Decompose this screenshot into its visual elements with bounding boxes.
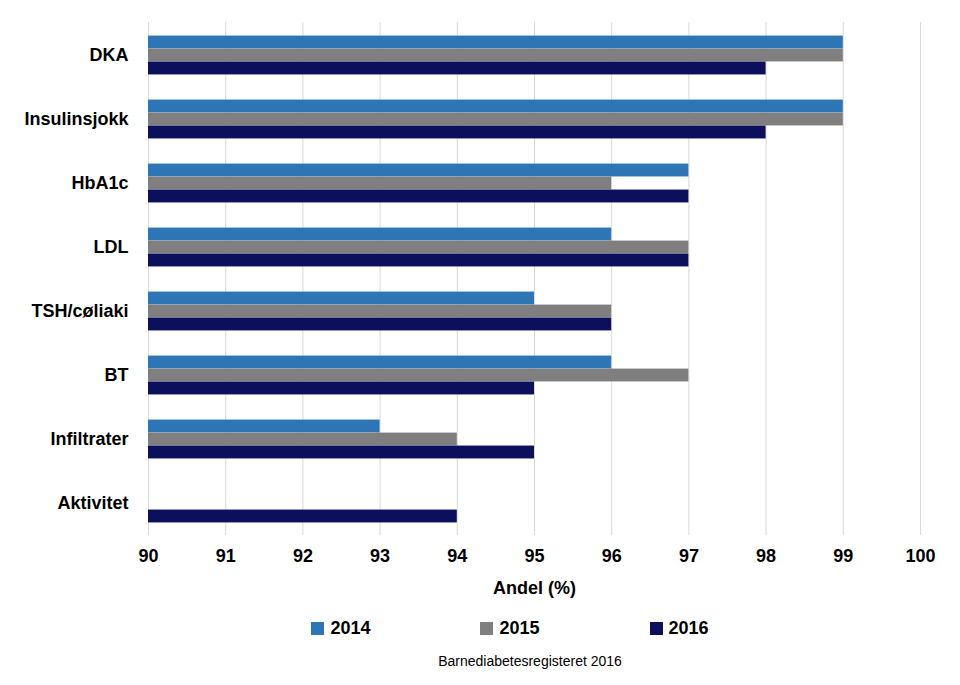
svg-text:LDL: LDL xyxy=(94,237,129,257)
svg-text:95: 95 xyxy=(524,546,544,566)
svg-text:99: 99 xyxy=(833,546,853,566)
svg-text:98: 98 xyxy=(756,546,776,566)
html-text:Barnediabetesregisteret 2016: Barnediabetesregisteret 2016 xyxy=(438,653,622,669)
html-text:2016: 2016 xyxy=(668,618,709,638)
svg-text:TSH/cøliaki: TSH/cøliaki xyxy=(31,301,128,321)
svg-text:90: 90 xyxy=(138,546,158,566)
svg-text:Aktivitet: Aktivitet xyxy=(57,493,128,513)
svg-text:100: 100 xyxy=(905,546,935,566)
svg-text:91: 91 xyxy=(216,546,236,566)
svg-text:97: 97 xyxy=(679,546,699,566)
html-text:2014: 2014 xyxy=(330,618,371,638)
html-text:2015: 2015 xyxy=(499,618,540,638)
svg-text:93: 93 xyxy=(370,546,390,566)
svg-text:HbA1c: HbA1c xyxy=(71,173,128,193)
svg-text:92: 92 xyxy=(293,546,313,566)
svg-text:94: 94 xyxy=(447,546,467,566)
svg-text:BT: BT xyxy=(105,365,129,385)
svg-text:Infiltrater: Infiltrater xyxy=(50,429,128,449)
svg-text:DKA: DKA xyxy=(90,45,129,65)
svg-text:96: 96 xyxy=(602,546,622,566)
svg-text:Insulinsjokk: Insulinsjokk xyxy=(24,109,129,129)
svg-text:Andel (%): Andel (%) xyxy=(493,578,576,598)
